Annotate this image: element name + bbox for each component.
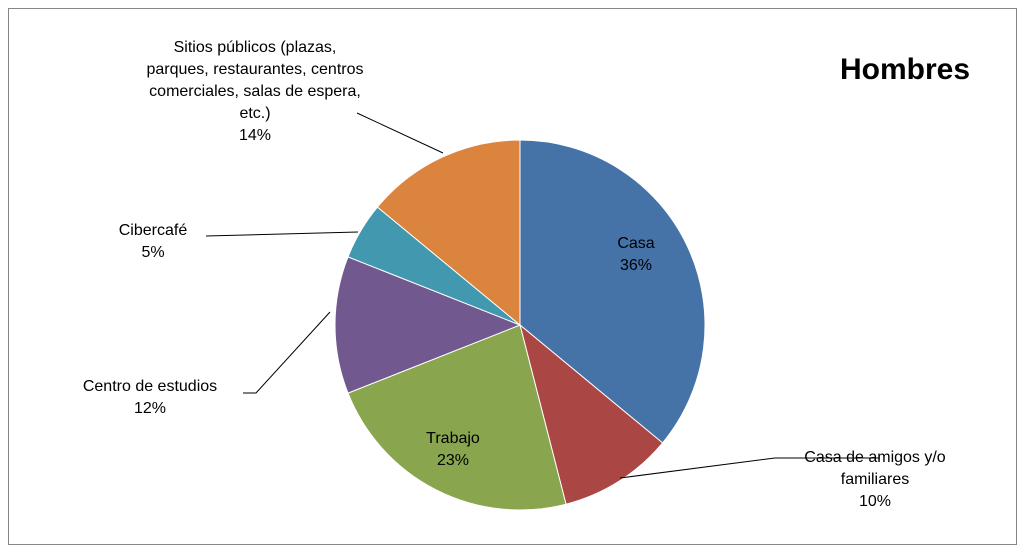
chart-title: Hombres xyxy=(839,53,971,86)
value-label: 36% xyxy=(619,257,653,274)
pie-slice xyxy=(519,323,664,505)
slice-label: Cibercafé 5% xyxy=(93,220,213,264)
leader-line xyxy=(243,311,331,394)
leader-line xyxy=(356,112,444,154)
slice-label: Centro de estudios 12% xyxy=(50,376,250,420)
category-label: Trabajo xyxy=(426,430,480,447)
category-label: Cibercafé xyxy=(118,222,188,239)
leader-line xyxy=(619,457,880,479)
value-label: 12% xyxy=(133,400,167,417)
pie-slice xyxy=(347,324,567,511)
category-label: Sitios públicos (plazas, parques, restau… xyxy=(146,39,364,122)
pie-slice xyxy=(334,256,522,394)
value-label: 23% xyxy=(436,452,470,469)
slice-label: Casa de amigos y/o familiares 10% xyxy=(770,447,980,513)
pie-slice xyxy=(519,139,706,444)
slice-label: Trabajo 23% xyxy=(403,428,503,472)
slice-label: Sitios públicos (plazas, parques, restau… xyxy=(145,37,365,147)
category-label: Casa de amigos y/o familiares xyxy=(804,449,946,488)
value-label: 14% xyxy=(238,127,272,144)
slice-label: Casa 36% xyxy=(596,233,676,277)
category-label: Centro de estudios xyxy=(82,378,218,395)
pie xyxy=(334,139,706,511)
leader-lines xyxy=(205,112,880,479)
category-label: Casa xyxy=(617,235,655,252)
value-label: 5% xyxy=(141,244,165,261)
value-label: 10% xyxy=(858,493,892,510)
pie-slice xyxy=(376,139,521,327)
leader-line xyxy=(205,231,359,237)
